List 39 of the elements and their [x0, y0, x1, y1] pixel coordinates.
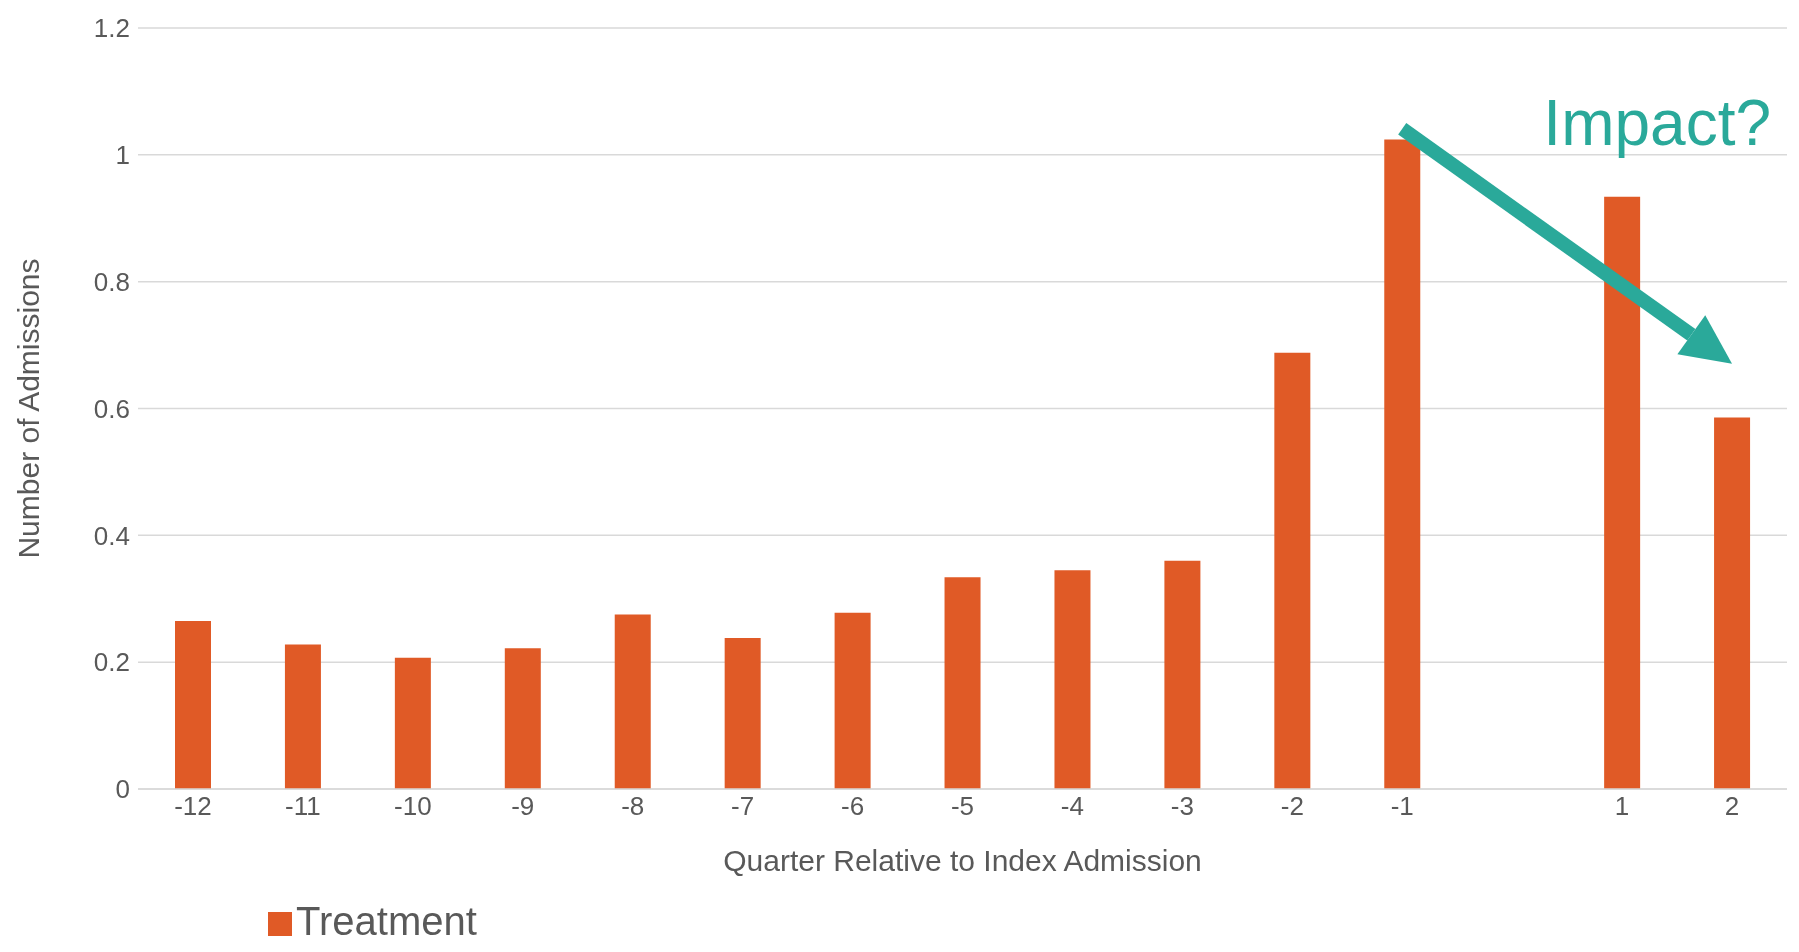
bar [394, 657, 431, 789]
y-tick-label: 0.2 [93, 647, 130, 678]
annotation: Impact? [1543, 86, 1771, 160]
y-tick-label: 1 [115, 140, 130, 171]
x-tick-label: -8 [621, 791, 645, 822]
x-tick-label: -4 [1060, 791, 1084, 822]
bar [944, 577, 981, 789]
x-tick-label: -5 [950, 791, 975, 822]
bar [1054, 570, 1091, 789]
bar [504, 648, 541, 789]
x-tick-label: -10 [394, 791, 432, 822]
y-axis-title: Number of Admissions [11, 258, 45, 559]
x-tick-label: -6 [841, 791, 865, 822]
y-tick-label: 0.4 [93, 520, 130, 551]
bar [175, 620, 211, 789]
bar [1384, 139, 1421, 789]
bar [1274, 352, 1311, 789]
x-tick-label: -3 [1170, 791, 1194, 822]
x-tick-label: 1 [1614, 791, 1630, 822]
y-tick-label: 0 [115, 774, 130, 805]
bar [1604, 196, 1641, 789]
x-tick-label: -12 [174, 791, 212, 822]
y-tick-label: 1.2 [93, 13, 130, 44]
x-axis-title: Quarter Relative to Index Admission [723, 844, 1202, 877]
x-tick-label: -11 [285, 791, 321, 822]
bar [614, 614, 651, 789]
bar [724, 638, 761, 789]
bar [834, 612, 871, 789]
legend-label: Treatment [296, 899, 477, 943]
x-tick-label: -7 [731, 791, 755, 822]
bar [284, 644, 321, 789]
bar [1714, 417, 1751, 789]
y-tick-label: 0.6 [93, 393, 130, 424]
x-tick-label: -1 [1390, 791, 1414, 822]
x-tick-label: 2 [1724, 791, 1740, 822]
bar [1164, 560, 1201, 789]
x-tick-label: -2 [1280, 791, 1304, 822]
y-tick-label: 0.8 [93, 266, 130, 297]
x-tick-label: -9 [511, 791, 535, 822]
